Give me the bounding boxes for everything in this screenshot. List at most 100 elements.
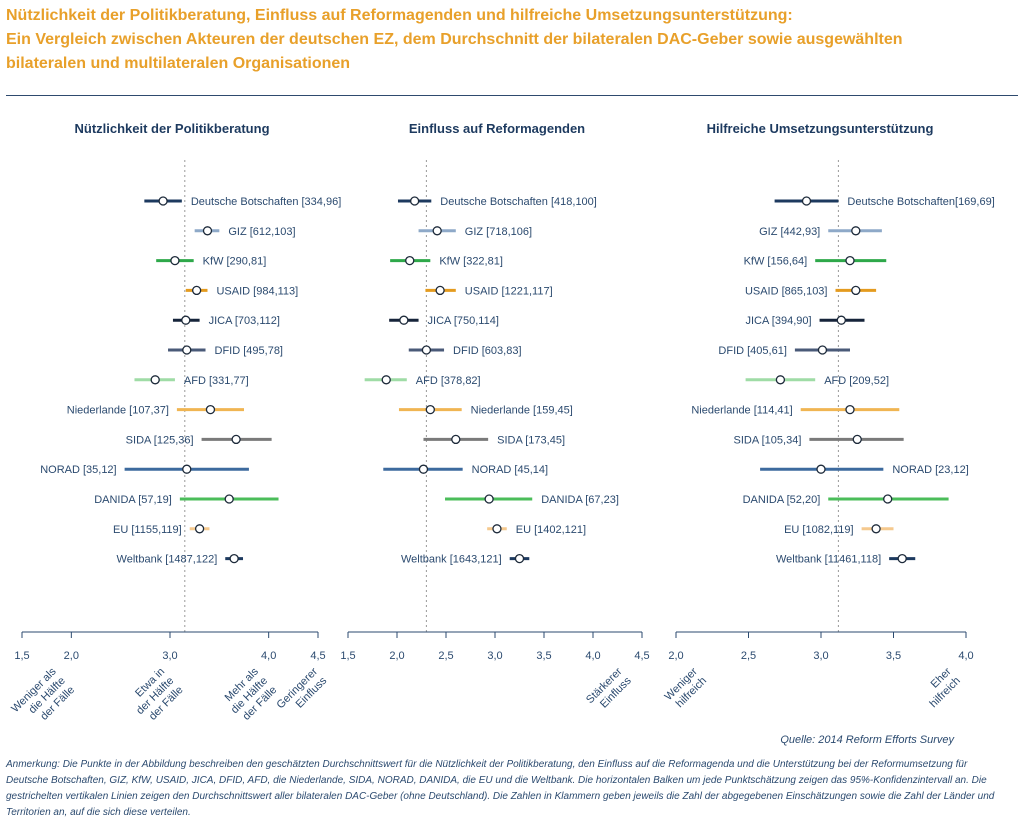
- data-label-giz: GIZ [612,103]: [228, 226, 295, 238]
- mean-point-norad: [182, 464, 192, 474]
- mean-point-deutsche-botschaften: [801, 196, 812, 206]
- data-label-danida: DANIDA [67,23]: [541, 494, 619, 506]
- x-tick-label: 2,0: [64, 650, 79, 662]
- mean-point-weltbank: [897, 553, 907, 564]
- data-label-afd: AFD [378,82]: [416, 375, 481, 387]
- data-label-sida: SIDA [105,34]: [734, 434, 802, 446]
- data-label-afd: AFD [331,77]: [184, 375, 249, 387]
- mean-point-kfw: [405, 255, 415, 266]
- mean-point-usaid: [851, 285, 861, 296]
- mean-point-kfw: [845, 255, 855, 266]
- data-label-deutsche-botschaften: Deutsche Botschaften [418,100]: [440, 196, 597, 208]
- mean-point-jica: [836, 315, 846, 325]
- mean-point-norad: [418, 464, 429, 474]
- data-label-usaid: USAID [984,113]: [216, 285, 298, 297]
- data-label-niederlande: Niederlande [107,37]: [67, 405, 169, 417]
- mean-point-afd: [775, 375, 786, 385]
- data-label-niederlande: Niederlande [159,45]: [471, 405, 573, 417]
- mean-point-usaid: [435, 285, 445, 296]
- data-label-eu: EU [1402,121]: [516, 524, 586, 536]
- mean-point-dfid: [421, 345, 432, 355]
- data-label-deutsche-botschaften: Deutsche Botschaften[169,69]: [847, 196, 994, 208]
- mean-point-niederlande: [205, 404, 216, 415]
- data-label-kfw: KfW [290,81]: [203, 256, 267, 268]
- mean-point-giz: [432, 226, 442, 236]
- data-label-weltbank: Weltbank [11461,118]: [776, 554, 881, 566]
- data-label-afd: AFD [209,52]: [824, 375, 889, 387]
- mean-point-niederlande: [425, 404, 435, 415]
- x-tick-label: 4,0: [585, 650, 600, 662]
- data-label-deutsche-botschaften: Deutsche Botschaften [334,96]: [191, 196, 341, 208]
- mean-point-eu: [871, 524, 881, 534]
- data-label-eu: EU [1155,119]: [113, 524, 182, 536]
- mean-point-dfid: [182, 345, 192, 355]
- mean-point-eu: [492, 524, 502, 534]
- data-label-norad: NORAD [45,14]: [472, 464, 548, 476]
- mean-point-kfw: [170, 255, 180, 266]
- mean-point-deutsche-botschaften: [409, 196, 420, 206]
- data-label-sida: SIDA [173,45]: [497, 434, 565, 446]
- mean-point-danida: [224, 494, 234, 504]
- data-label-usaid: USAID [1221,117]: [465, 285, 553, 297]
- mean-point-jica: [399, 315, 409, 325]
- data-label-danida: DANIDA [57,19]: [94, 494, 172, 506]
- data-label-jica: JICA [703,112]: [209, 315, 280, 327]
- x-tick-label: 1,5: [340, 650, 355, 662]
- data-label-dfid: DFID [405,61]: [718, 345, 786, 357]
- data-label-dfid: DFID [495,78]: [215, 345, 283, 357]
- data-label-sida: SIDA [125,36]: [126, 434, 194, 446]
- mean-point-giz: [202, 226, 213, 236]
- mean-point-usaid: [191, 285, 202, 296]
- data-label-norad: NORAD [35,12]: [40, 464, 116, 476]
- mean-point-weltbank: [229, 553, 239, 564]
- mean-point-jica: [181, 315, 191, 325]
- panel-title-1: Nützlichkeit der Politikberatung: [74, 121, 269, 136]
- data-label-jica: JICA [394,90]: [746, 315, 812, 327]
- x-tick-label: 2,5: [741, 650, 756, 662]
- mean-point-niederlande: [845, 404, 855, 415]
- data-label-jica: JICA [750,114]: [428, 315, 499, 327]
- x-tick-label: 2,0: [668, 650, 683, 662]
- title-line-1: Nützlichkeit der Politikberatung, Einflu…: [6, 7, 793, 24]
- data-label-danida: DANIDA [52,20]: [743, 494, 821, 506]
- x-tick-label: 3,0: [487, 650, 502, 662]
- mean-point-danida: [484, 494, 494, 504]
- mean-point-norad: [816, 464, 826, 474]
- page-title: Nützlichkeit der Politikberatung, Einflu…: [6, 4, 1016, 76]
- data-label-eu: EU [1082,119]: [784, 524, 854, 536]
- x-tick-label: 3,0: [162, 650, 177, 662]
- mean-point-dfid: [817, 345, 828, 355]
- panel-title-3: Hilfreiche Umsetzungsunterstützung: [707, 121, 934, 136]
- x-tick-label: 3,5: [536, 650, 551, 662]
- x-tick-label: 4,0: [958, 650, 973, 662]
- title-line-3: bilateralen und multilateralen Organisat…: [6, 55, 351, 72]
- x-tick-label: 4,5: [634, 650, 649, 662]
- data-label-dfid: DFID [603,83]: [453, 345, 521, 357]
- mean-point-deutsche-botschaften: [158, 196, 168, 206]
- x-tick-label: 3,0: [813, 650, 828, 662]
- x-tick-label: 2,5: [438, 650, 453, 662]
- footnote: Anmerkung: Die Punkte in der Abbildung b…: [6, 759, 995, 818]
- x-tick-label: 4,0: [261, 650, 276, 662]
- x-tick-label: 2,0: [389, 650, 404, 662]
- mean-point-afd: [381, 375, 391, 385]
- x-tick-label: 3,5: [886, 650, 901, 662]
- data-label-norad: NORAD [23,12]: [892, 464, 968, 476]
- title-line-2: Ein Vergleich zwischen Akteuren der deut…: [6, 31, 903, 48]
- title-divider: [6, 95, 1018, 96]
- data-label-niederlande: Niederlande [114,41]: [691, 405, 792, 417]
- panel-title-2: Einfluss auf Reformagenden: [409, 121, 585, 136]
- x-tick-label: 4,5: [310, 650, 325, 662]
- data-label-kfw: KfW [322,81]: [439, 256, 503, 268]
- data-label-usaid: USAID [865,103]: [745, 285, 828, 297]
- mean-point-eu: [194, 524, 205, 534]
- data-label-kfw: KfW [156,64]: [744, 256, 808, 268]
- mean-point-sida: [451, 434, 461, 445]
